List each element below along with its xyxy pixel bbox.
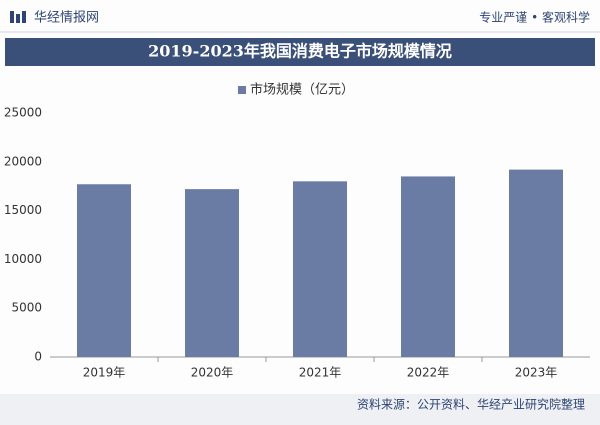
title-band: [5, 38, 595, 66]
chart-title: 2019-2023年我国消费电子市场规模情况: [148, 42, 452, 61]
y-tick-label: 0: [34, 350, 42, 364]
x-tick-label: 2021年: [299, 366, 342, 380]
y-tick-label: 25000: [4, 106, 42, 120]
bar: [401, 176, 455, 357]
x-tick-label: 2023年: [515, 366, 558, 380]
y-tick-label: 10000: [4, 252, 42, 266]
x-tick-label: 2022年: [407, 366, 450, 380]
brand: 华经情报网: [34, 11, 99, 26]
bar: [185, 189, 239, 357]
legend-label: 市场规模（亿元）: [250, 82, 354, 98]
bar: [77, 184, 131, 357]
y-tick-label: 15000: [4, 203, 42, 217]
bar: [293, 181, 347, 357]
x-tick-label: 2019年: [83, 366, 126, 380]
y-tick-label: 5000: [11, 301, 42, 315]
source-note: 资料来源：公开资料、华经产业研究院整理: [357, 397, 585, 412]
x-tick-label: 2020年: [191, 366, 234, 380]
logo-icon: [10, 11, 26, 23]
bar: [509, 169, 563, 357]
legend-swatch: [238, 86, 246, 94]
slogan: 专业严谨 • 客观科学: [479, 10, 590, 25]
y-tick-label: 20000: [4, 154, 42, 168]
footer-band: [0, 394, 600, 425]
